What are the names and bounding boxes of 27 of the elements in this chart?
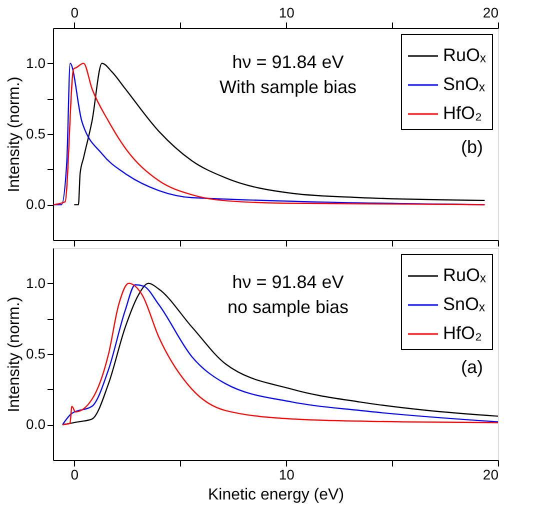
x-tick-label: 10 — [278, 466, 295, 482]
x2-tick-label: 10 — [278, 4, 295, 20]
x-tick-label: 0 — [70, 466, 79, 482]
annotation: With sample bias — [219, 77, 357, 97]
annotation: hν = 91.84 eV — [232, 272, 344, 292]
x2-tick-label: 20 — [482, 4, 499, 20]
annotation: (a) — [461, 357, 483, 377]
legend-label: SnOₓ — [443, 74, 486, 94]
y-tick-label: 0.5 — [26, 346, 46, 362]
annotation: no sample bias — [227, 297, 349, 317]
legend-label: RuOₓ — [443, 45, 486, 65]
annotation: hν = 91.84 eV — [232, 52, 344, 72]
legend-label: SnOₓ — [443, 294, 486, 314]
y-tick-label: 1.0 — [26, 54, 46, 71]
y-tick-label: 1.0 — [26, 274, 46, 291]
x2-tick-label: 0 — [70, 4, 79, 20]
legend-label: HfO₂ — [443, 103, 482, 123]
y-tick-label: 0.0 — [26, 416, 46, 432]
y-axis-title: Intensity (norm.) — [6, 76, 24, 192]
y-axis-title: Intensity (norm.) — [6, 296, 24, 412]
y-tick-label: 0.0 — [26, 196, 46, 212]
y-tick-label: 0.5 — [26, 126, 46, 142]
legend-label: HfO₂ — [443, 323, 482, 343]
annotation: (b) — [461, 137, 483, 157]
legend-label: RuOₓ — [443, 265, 486, 285]
x-tick-label: 20 — [482, 466, 499, 482]
x-axis-title: Kinetic energy (eV) — [208, 486, 344, 504]
